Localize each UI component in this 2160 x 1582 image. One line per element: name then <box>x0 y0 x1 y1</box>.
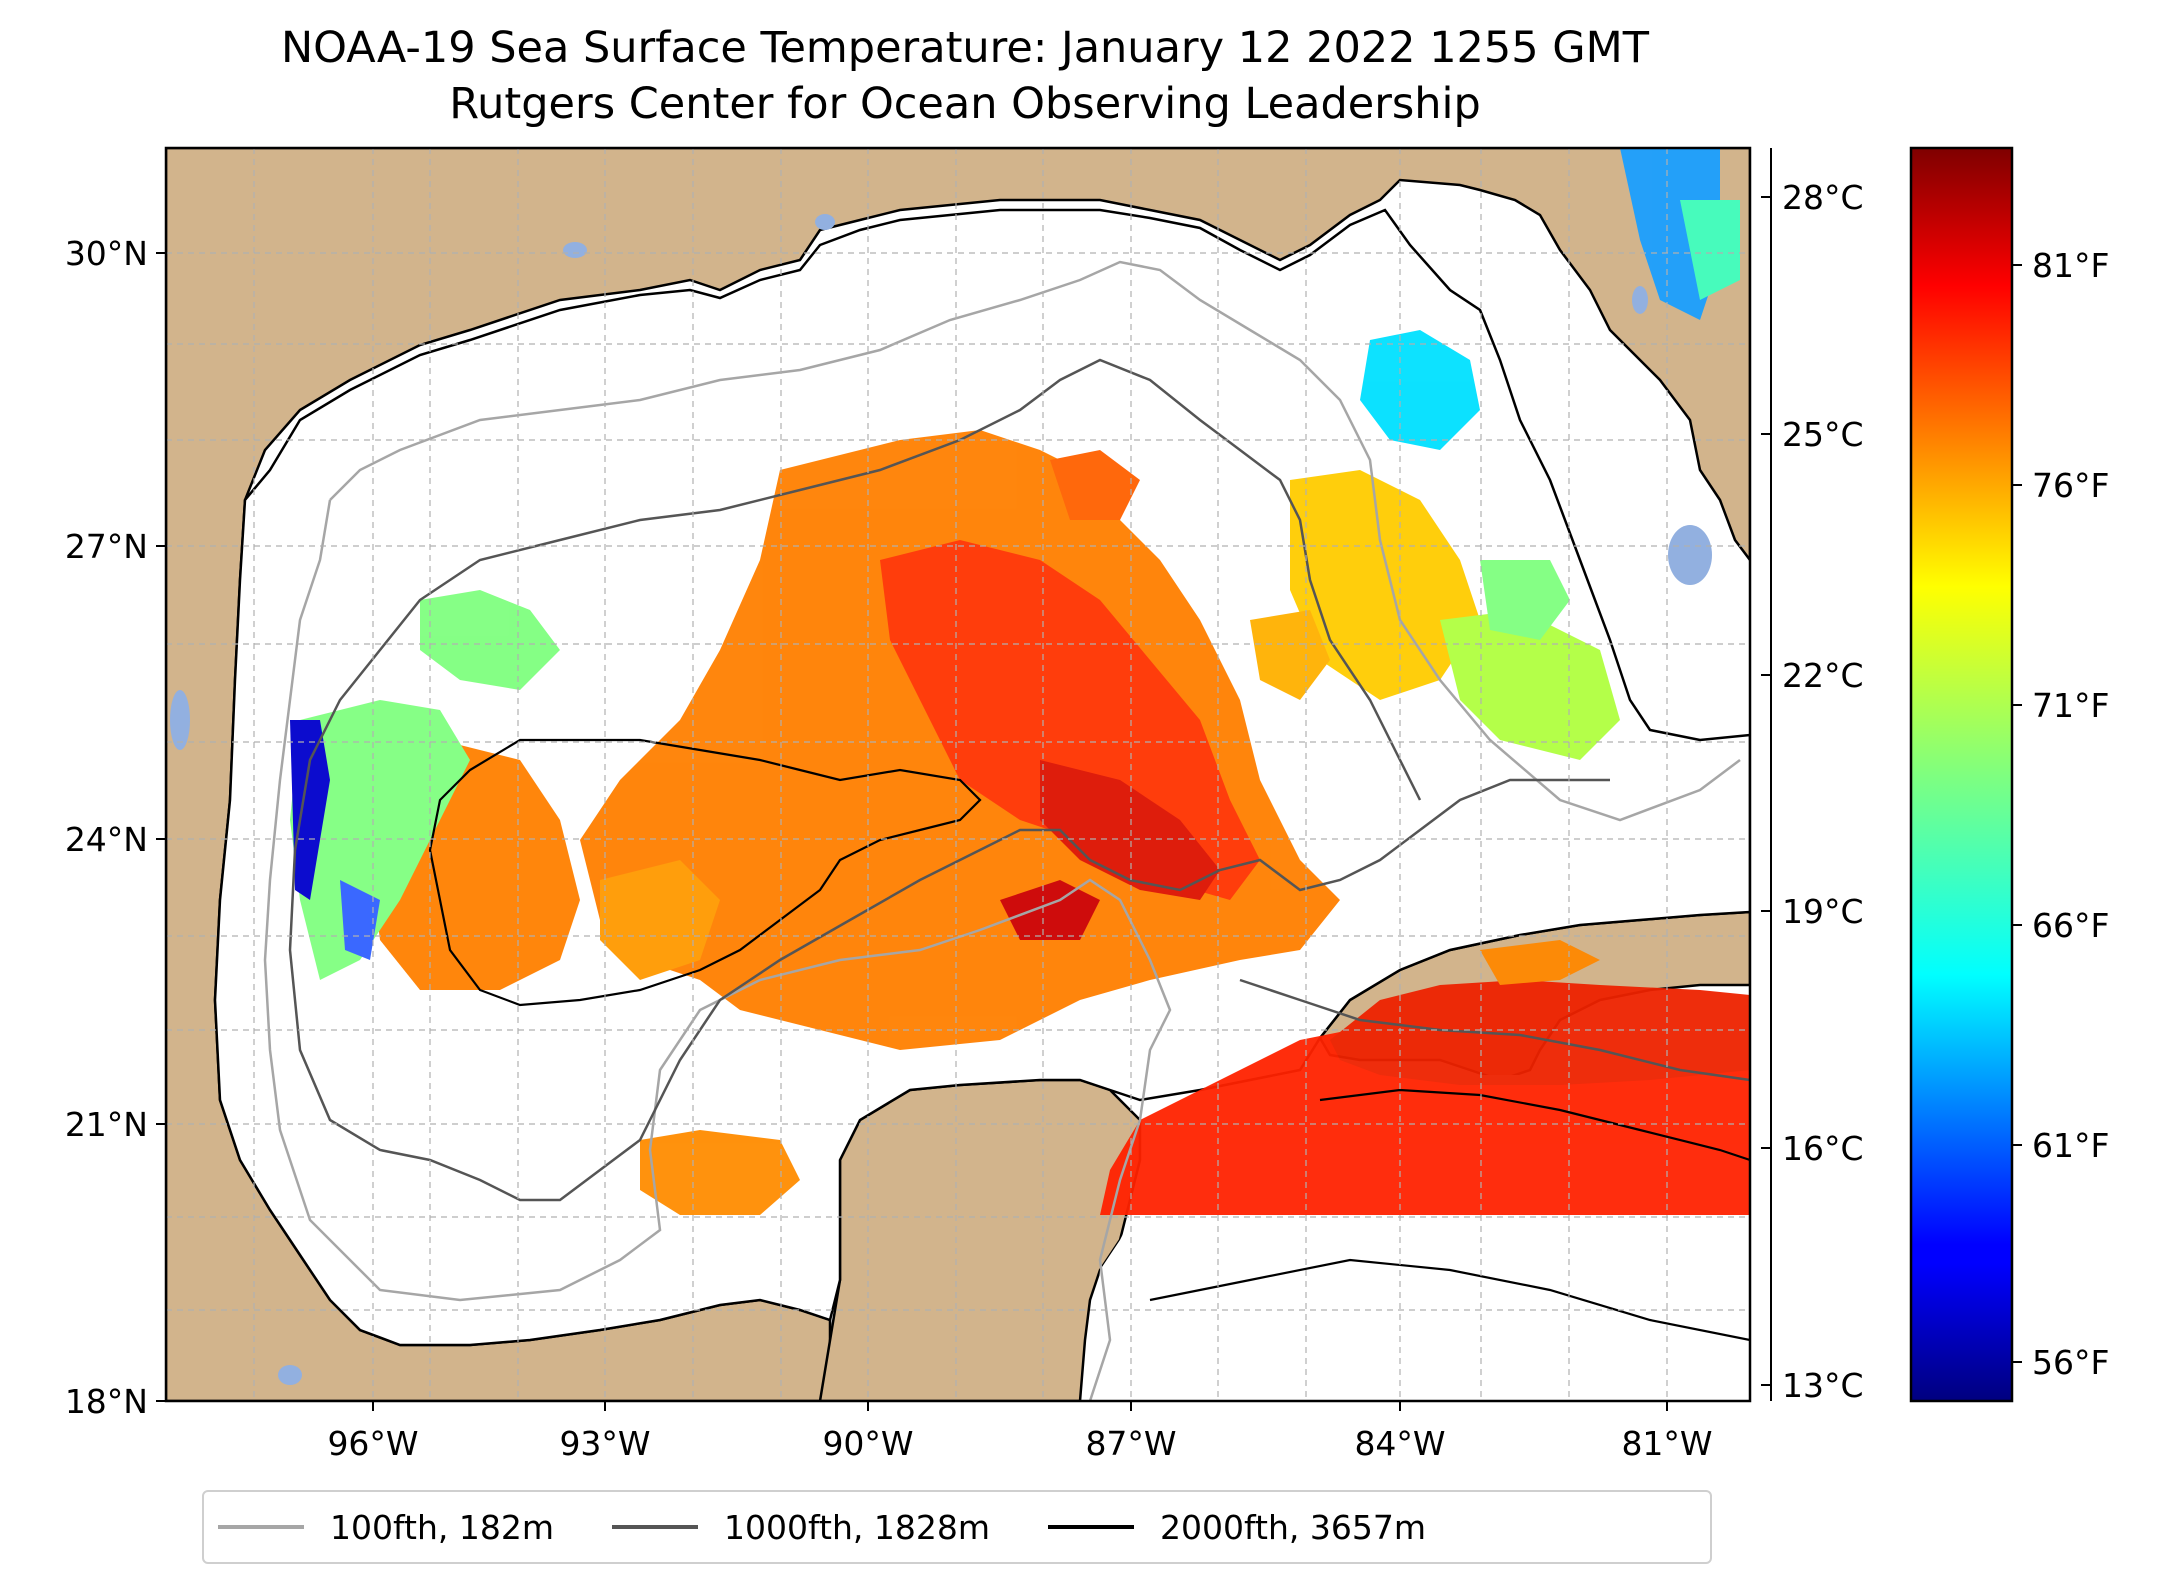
colorbar-celsius-ticks <box>1761 148 1772 1401</box>
fahrenheit-label: 81°F <box>2032 246 2109 285</box>
lon-label: 93°W <box>559 1424 650 1463</box>
legend-label: 100fth, 182m <box>330 1507 554 1547</box>
contour-legend: 100fth, 182m 1000fth, 1828m 2000fth, 365… <box>202 1490 1712 1564</box>
fahrenheit-label: 61°F <box>2032 1126 2109 1165</box>
lon-label: 81°W <box>1621 1424 1712 1463</box>
inland-water <box>170 214 1712 1385</box>
fahrenheit-label: 66°F <box>2032 906 2109 945</box>
axis-ticks <box>156 252 1668 1411</box>
celsius-label: 22°C <box>1782 656 1864 695</box>
fahrenheit-label: 76°F <box>2032 466 2109 505</box>
lat-label: 18°N <box>65 1382 148 1421</box>
legend-label: 2000fth, 3657m <box>1159 1507 1426 1547</box>
celsius-label: 28°C <box>1782 178 1864 217</box>
lake-okeechobee <box>1668 525 1712 585</box>
sst-data <box>290 148 1750 1215</box>
legend-item-1000fth: 1000fth, 1828m <box>612 1508 990 1547</box>
legend-item-100fth: 100fth, 182m <box>218 1508 554 1547</box>
lon-label: 84°W <box>1354 1424 1445 1463</box>
legend-item-2000fth: 2000fth, 3657m <box>1047 1507 1426 1547</box>
contour-100fth <box>263 260 1741 1401</box>
legend-swatch <box>218 1525 304 1529</box>
lon-labels: 96°W 93°W 90°W 87°W 84°W 81°W <box>327 1424 1712 1463</box>
celsius-label: 19°C <box>1782 892 1864 931</box>
celsius-label: 13°C <box>1782 1366 1864 1405</box>
lat-label: 21°N <box>65 1105 148 1144</box>
map-title: NOAA-19 Sea Surface Temperature: January… <box>281 23 1649 73</box>
colorbar-fahrenheit-ticks <box>2012 264 2022 1363</box>
lat-label: 27°N <box>65 527 148 566</box>
legend-swatch <box>612 1525 698 1529</box>
gridlines <box>166 148 1750 1401</box>
colorbar-fahrenheit-labels: 81°F 76°F 71°F 66°F 61°F 56°F <box>2032 246 2109 1382</box>
legend-swatch <box>1047 1525 1134 1529</box>
celsius-label: 25°C <box>1782 415 1864 454</box>
lat-labels: 30°N 27°N 24°N 21°N 18°N <box>65 234 148 1421</box>
celsius-label: 16°C <box>1782 1129 1864 1168</box>
contour-2000fth <box>428 738 1750 1342</box>
colorbar <box>1909 146 2014 1403</box>
legend-label: 1000fth, 1828m <box>724 1507 990 1547</box>
lon-label: 90°W <box>822 1424 913 1463</box>
map-subtitle: Rutgers Center for Ocean Observing Leade… <box>449 79 1481 129</box>
lat-label: 30°N <box>65 234 148 273</box>
colorbar-celsius-labels: 28°C 25°C 22°C 19°C 16°C 13°C <box>1782 178 1864 1405</box>
fahrenheit-label: 71°F <box>2032 686 2109 725</box>
lat-label: 24°N <box>65 820 148 859</box>
lon-label: 96°W <box>327 1424 418 1463</box>
map-frame <box>164 146 1752 1403</box>
lon-label: 87°W <box>1085 1424 1176 1463</box>
fahrenheit-label: 56°F <box>2032 1343 2109 1382</box>
